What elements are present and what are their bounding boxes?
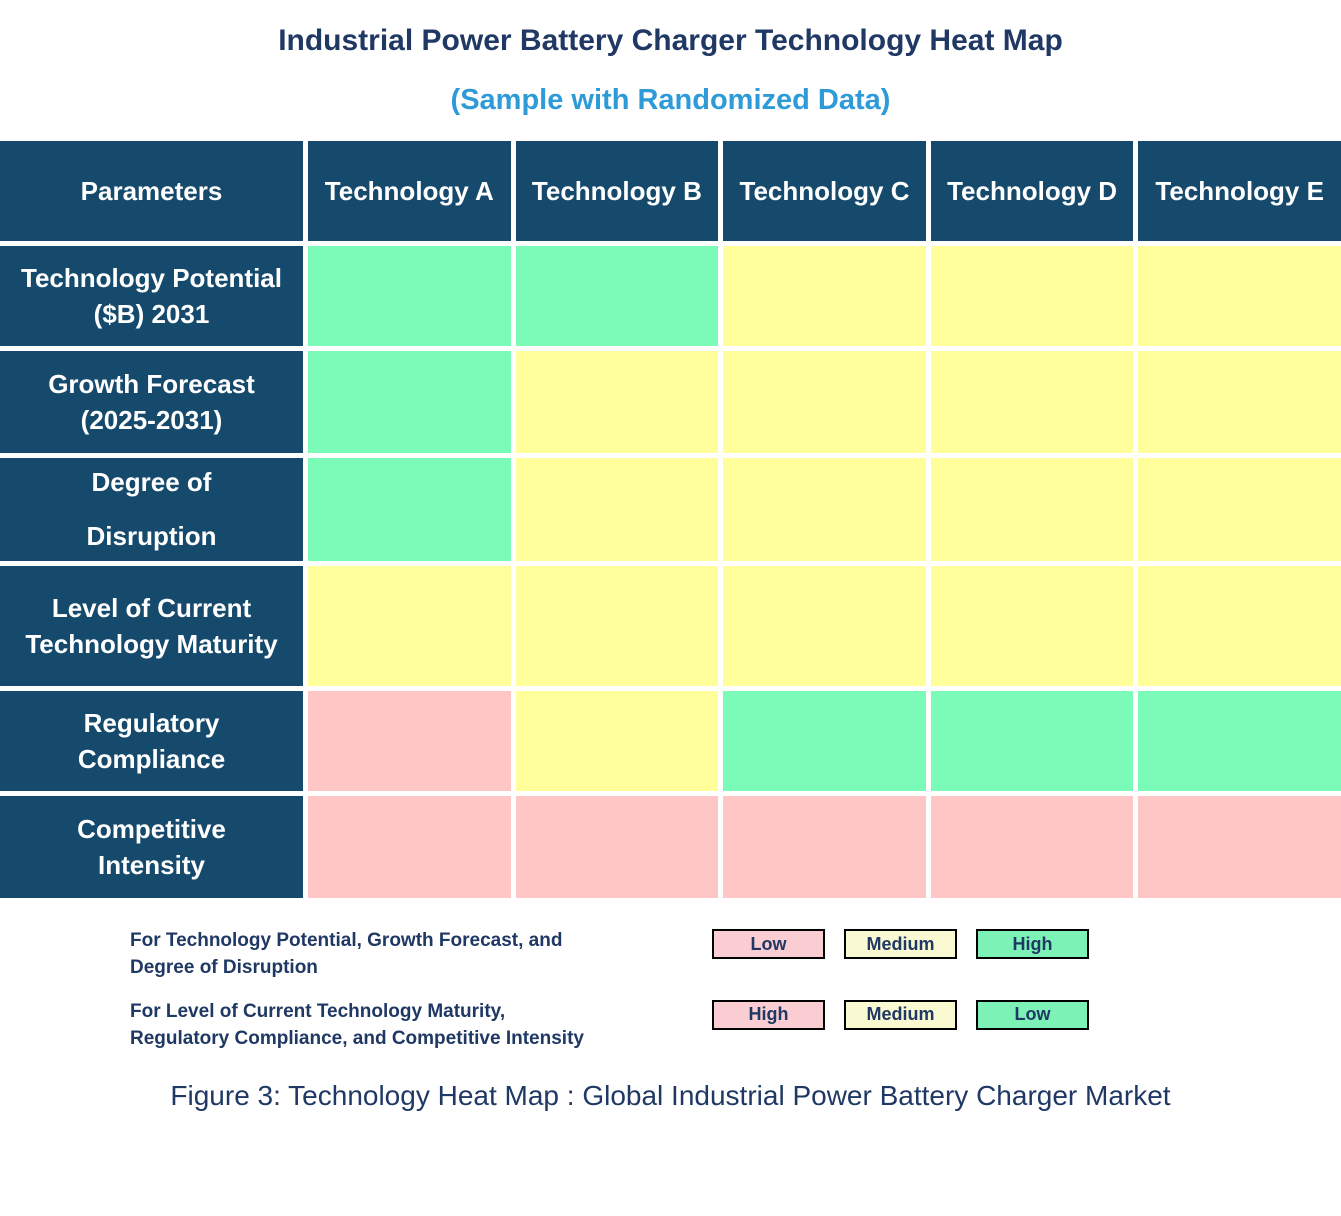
heatmap-cell bbox=[930, 351, 1134, 453]
column-header-e: Technology E bbox=[1138, 141, 1341, 241]
row-header: Growth Forecast (2025-2031) bbox=[0, 351, 303, 453]
heatmap-cell bbox=[1138, 351, 1341, 453]
heatmap-cell bbox=[515, 246, 719, 346]
heatmap-cell bbox=[308, 351, 511, 453]
heatmap-cell bbox=[723, 566, 926, 686]
heatmap-cell bbox=[515, 351, 719, 453]
heatmap-cell bbox=[1138, 796, 1341, 898]
legend-swatch-group: High Medium Low bbox=[712, 999, 1089, 1030]
legend-swatch-high: High bbox=[712, 999, 825, 1030]
row-header: Competitive Intensity bbox=[0, 796, 303, 898]
column-header-a: Technology A bbox=[308, 141, 511, 241]
heatmap-cell bbox=[515, 691, 719, 791]
row-header: Level of Current Technology Maturity bbox=[0, 566, 303, 686]
heatmap-cell bbox=[930, 458, 1134, 561]
legend-swatch-label: Low bbox=[750, 933, 787, 954]
column-header-parameters: Parameters bbox=[0, 141, 303, 241]
row-header: Regulatory Compliance bbox=[0, 691, 303, 791]
legend-group-text: For Level of Current Technology Maturity… bbox=[130, 1000, 584, 1049]
column-header-b: Technology B bbox=[515, 141, 719, 241]
heatmap-cell bbox=[723, 691, 926, 791]
heatmap-cell bbox=[308, 246, 511, 346]
legend-swatch-label: High bbox=[748, 1004, 789, 1025]
heatmap-cell bbox=[723, 796, 926, 898]
heatmap-cell bbox=[723, 351, 926, 453]
legend-swatch-group: Low Medium High bbox=[712, 928, 1089, 959]
heatmap-cell bbox=[515, 458, 719, 561]
legend-group-text: For Technology Potential, Growth Forecas… bbox=[130, 930, 563, 978]
legend-group: For Technology Potential, Growth Forecas… bbox=[0, 928, 1341, 982]
heatmap-cell bbox=[308, 691, 511, 791]
heatmap-cell bbox=[1138, 458, 1341, 561]
legend-swatch-low: Low bbox=[976, 999, 1089, 1030]
heatmap-cell bbox=[930, 691, 1134, 791]
legend: For Technology Potential, Growth Forecas… bbox=[0, 928, 1341, 1053]
legend-swatch-low: Low bbox=[712, 929, 825, 959]
heatmap-cell bbox=[515, 566, 719, 686]
page-subtitle: (Sample with Randomized Data) bbox=[450, 84, 891, 116]
legend-swatch-medium: Medium bbox=[844, 999, 957, 1030]
row-header: Technology Potential ($B) 2031 bbox=[0, 246, 303, 346]
legend-swatch-label: Medium bbox=[866, 1004, 935, 1025]
heatmap-cell bbox=[930, 246, 1134, 346]
heatmap-cell bbox=[930, 796, 1134, 898]
legend-swatch-label: Medium bbox=[866, 933, 935, 954]
legend-swatch-label: Low bbox=[1014, 1004, 1051, 1025]
heatmap-cell bbox=[308, 566, 511, 686]
heatmap-cell bbox=[308, 796, 511, 898]
heatmap-cell bbox=[723, 246, 926, 346]
page-title: Industrial Power Battery Charger Technol… bbox=[278, 24, 1063, 57]
heatmap-cell bbox=[1138, 566, 1341, 686]
legend-swatch-high: High bbox=[976, 929, 1089, 959]
heatmap-cell bbox=[308, 458, 511, 561]
heatmap-table: Parameters Technology A Technology B Techno… bbox=[0, 141, 1341, 898]
heatmap-cell bbox=[723, 458, 926, 561]
legend-swatch-medium: Medium bbox=[844, 929, 957, 959]
row-header: Degree of Disruption bbox=[0, 458, 303, 561]
heatmap-cell bbox=[515, 796, 719, 898]
legend-swatch-label: High bbox=[1012, 933, 1053, 954]
heatmap-cell bbox=[930, 566, 1134, 686]
heatmap-cell bbox=[1138, 691, 1341, 791]
heatmap-cell bbox=[1138, 246, 1341, 346]
column-header-c: Technology C bbox=[723, 141, 926, 241]
legend-group: For Level of Current Technology Maturity… bbox=[0, 999, 1341, 1053]
column-header-d: Technology D bbox=[930, 141, 1134, 241]
figure-caption: Figure 3: Technology Heat Map : Global I… bbox=[170, 1079, 1171, 1111]
